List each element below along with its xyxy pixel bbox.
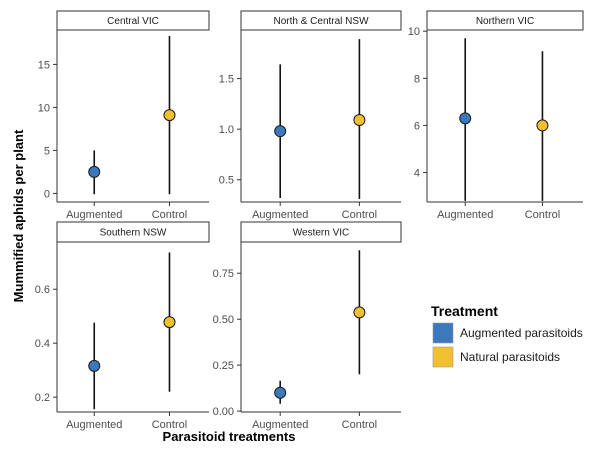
y-tick-label: 4 [414, 168, 420, 180]
data-point [274, 386, 287, 399]
data-point [353, 306, 366, 319]
data-point [353, 114, 366, 127]
legend-title: Treatment [431, 303, 498, 319]
legend-label: Augmented parasitoids [460, 326, 583, 340]
data-point [88, 165, 101, 178]
y-tick-label: 8 [414, 73, 420, 85]
y-tick-label: 0.25 [213, 360, 234, 372]
y-tick-label: 6 [414, 120, 420, 132]
legend-swatch [432, 346, 454, 368]
legend-swatch [432, 322, 454, 344]
panel-strip [240, 10, 402, 31]
data-point [163, 109, 176, 122]
panel-strip [426, 10, 584, 31]
data-point [163, 316, 176, 329]
y-tick-label: 1.0 [219, 124, 234, 136]
y-tick-label: 0.2 [35, 392, 50, 404]
data-point [536, 119, 549, 132]
panel-title: North & Central NSW [273, 16, 369, 27]
panel-title: Northern VIC [476, 16, 534, 27]
panel-title: Southern NSW [100, 228, 167, 239]
panel-title: Central VIC [107, 16, 159, 27]
panel-strip [240, 221, 402, 243]
y-tick-label: 0.50 [213, 314, 234, 326]
x-tick-label: Augmented [252, 419, 308, 431]
data-point [274, 125, 287, 138]
y-tick-label: 0 [44, 188, 50, 200]
y-tick-label: 0.5 [219, 175, 234, 187]
x-tick-label: Control [342, 419, 377, 431]
y-tick-label: 15 [38, 59, 50, 71]
panel-strip [56, 10, 210, 31]
y-axis-title: Mummified aphids per plant [11, 129, 26, 302]
y-tick-label: 0.4 [35, 338, 50, 350]
data-point [459, 112, 472, 125]
data-point [88, 359, 101, 372]
x-tick-label: Augmented [437, 209, 493, 221]
panel-strip [56, 221, 210, 243]
y-tick-label: 5 [44, 145, 50, 157]
x-axis-title: Parasitoid treatments [163, 429, 296, 444]
y-tick-label: 0.00 [213, 406, 234, 418]
y-tick-label: 10 [408, 26, 420, 38]
x-tick-label: Control [525, 209, 560, 221]
y-tick-label: 1.5 [219, 74, 234, 86]
y-tick-label: 0.6 [35, 284, 50, 296]
x-tick-label: Augmented [66, 209, 122, 221]
x-tick-label: Augmented [66, 419, 122, 431]
x-tick-label: Control [152, 419, 187, 431]
panel-title: Western VIC [293, 228, 350, 239]
x-tick-label: Control [342, 209, 377, 221]
legend-label: Natural parasitoids [460, 350, 560, 364]
x-tick-label: Control [152, 209, 187, 221]
y-tick-label: 0.75 [213, 268, 234, 280]
x-tick-label: Augmented [252, 209, 308, 221]
y-tick-label: 10 [38, 102, 50, 114]
